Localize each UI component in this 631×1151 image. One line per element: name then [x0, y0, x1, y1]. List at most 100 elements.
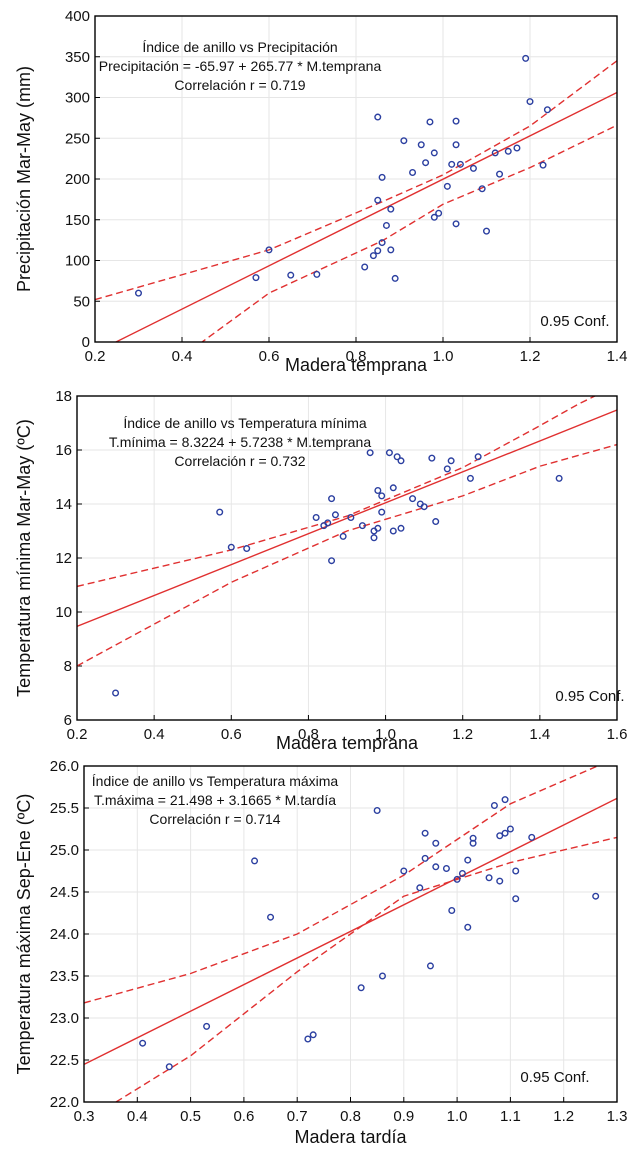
x-tick-label: 0.6	[233, 1108, 254, 1125]
data-point	[139, 1039, 147, 1047]
y-tick-label: 23.0	[50, 1010, 79, 1027]
x-tick-label: 0.2	[85, 348, 106, 365]
data-point	[416, 884, 424, 892]
y-tick-label: 200	[65, 171, 90, 188]
data-point	[252, 274, 260, 282]
x-tick-label: 0.8	[346, 348, 367, 365]
plot-frame	[83, 765, 618, 1103]
data-point	[432, 839, 440, 847]
data-point	[366, 449, 374, 457]
x-tick-label: 0.3	[74, 1108, 95, 1125]
data-point	[491, 149, 499, 157]
y-tick-label: 26.0	[50, 758, 79, 775]
y-tick-label: 22.0	[50, 1094, 79, 1111]
data-point	[216, 508, 224, 516]
y-tick-label: 250	[65, 130, 90, 147]
data-point	[528, 833, 536, 841]
data-point	[421, 854, 429, 862]
regression-line	[114, 91, 617, 342]
x-tick-label: 0.4	[172, 348, 193, 365]
x-tick-label: 0.6	[259, 348, 280, 365]
y-tick-label: 100	[65, 253, 90, 270]
data-point	[324, 519, 332, 527]
data-point	[370, 534, 378, 542]
x-tick-label: 0.4	[144, 726, 165, 743]
chart-temperature-min: 0.2 0.4 0.6 0.8 1.0 1.2 1.4 1.6 6 8 10 12 14 16 18 Índi…	[14, 388, 628, 752]
data-point	[435, 209, 443, 217]
data-point	[378, 492, 386, 500]
confidence-band-lower	[77, 443, 617, 667]
y-tick-label: 300	[65, 90, 90, 107]
data-point	[422, 159, 430, 167]
x-tick-label: 1.6	[607, 726, 628, 743]
x-tick-label: 0.5	[180, 1108, 201, 1125]
data-point	[430, 149, 438, 157]
data-point	[400, 137, 408, 145]
data-point	[452, 141, 460, 149]
data-point	[369, 252, 377, 260]
data-point	[374, 486, 382, 494]
data-point	[496, 877, 504, 885]
confidence-band-upper	[95, 60, 617, 301]
x-tick-label: 1.0	[375, 726, 396, 743]
data-point	[287, 271, 295, 279]
data-point	[267, 913, 275, 921]
x-tick-label: 0.8	[340, 1108, 361, 1125]
data-point	[452, 220, 460, 228]
y-tick-label: 22.5	[50, 1052, 79, 1069]
data-point	[361, 263, 369, 271]
y-axis-label: Temperatura máxima Sep-Ene (ºC)	[14, 794, 34, 1075]
data-point	[378, 972, 386, 980]
y-axis-label: Precipitación Mar-May (mm)	[14, 66, 34, 292]
data-point	[328, 557, 336, 565]
data-point	[501, 796, 509, 804]
data-point	[496, 832, 504, 840]
y-tick-label: 0	[82, 334, 90, 351]
x-tick-label: 0.6	[221, 726, 242, 743]
data-point	[397, 457, 405, 465]
x-tick-label: 1.0	[447, 1108, 468, 1125]
data-point	[420, 503, 428, 511]
regression-equation: Precipitación = -65.97 + 265.77 * M.temp…	[99, 58, 382, 74]
y-tick-label: 23.5	[50, 968, 79, 985]
data-point	[347, 513, 355, 521]
data-point	[443, 465, 451, 473]
data-point	[328, 495, 336, 503]
y-tick-label: 25.0	[50, 842, 79, 859]
data-point	[397, 524, 405, 532]
data-point	[464, 856, 472, 864]
data-point	[304, 1035, 312, 1043]
y-tick-label: 25.5	[50, 800, 79, 817]
x-tick-label: 1.2	[452, 726, 473, 743]
data-point	[512, 867, 520, 875]
data-point	[165, 1063, 173, 1071]
data-point	[331, 511, 339, 519]
chart-tmax-panel: 0.3 0.4 0.5 0.6 0.7 0.8 0.9 1.0 1.1 1.2 1.3 22.0 22.…	[0, 752, 631, 1151]
x-tick-label: 0.9	[393, 1108, 414, 1125]
data-point	[227, 543, 235, 551]
data-point	[474, 453, 482, 461]
data-point	[417, 141, 425, 149]
y-tick-label: 12	[55, 550, 72, 567]
data-point	[265, 246, 273, 254]
data-point	[426, 962, 434, 970]
regression-line	[84, 797, 617, 1065]
chart-title: Índice de anillo vs Temperatura mínima	[123, 415, 367, 431]
data-point	[464, 923, 472, 931]
data-point	[428, 454, 436, 462]
correlation-label: Correlación r = 0.732	[174, 453, 305, 469]
data-point	[504, 147, 512, 155]
data-point	[456, 160, 464, 168]
data-point	[483, 227, 491, 235]
y-tick-label: 6	[64, 712, 72, 729]
x-tick-label: 0.7	[287, 1108, 308, 1125]
y-tick-label: 14	[55, 496, 72, 513]
data-point	[522, 54, 530, 62]
x-tick-label: 1.2	[553, 1108, 574, 1125]
data-point	[387, 246, 395, 254]
data-point	[443, 182, 451, 190]
confidence-band-lower	[200, 124, 617, 342]
data-point	[432, 863, 440, 871]
x-tick-label: 0.4	[127, 1108, 148, 1125]
y-axis-label: Temperatura mínima Mar-May (ºC)	[14, 419, 34, 697]
